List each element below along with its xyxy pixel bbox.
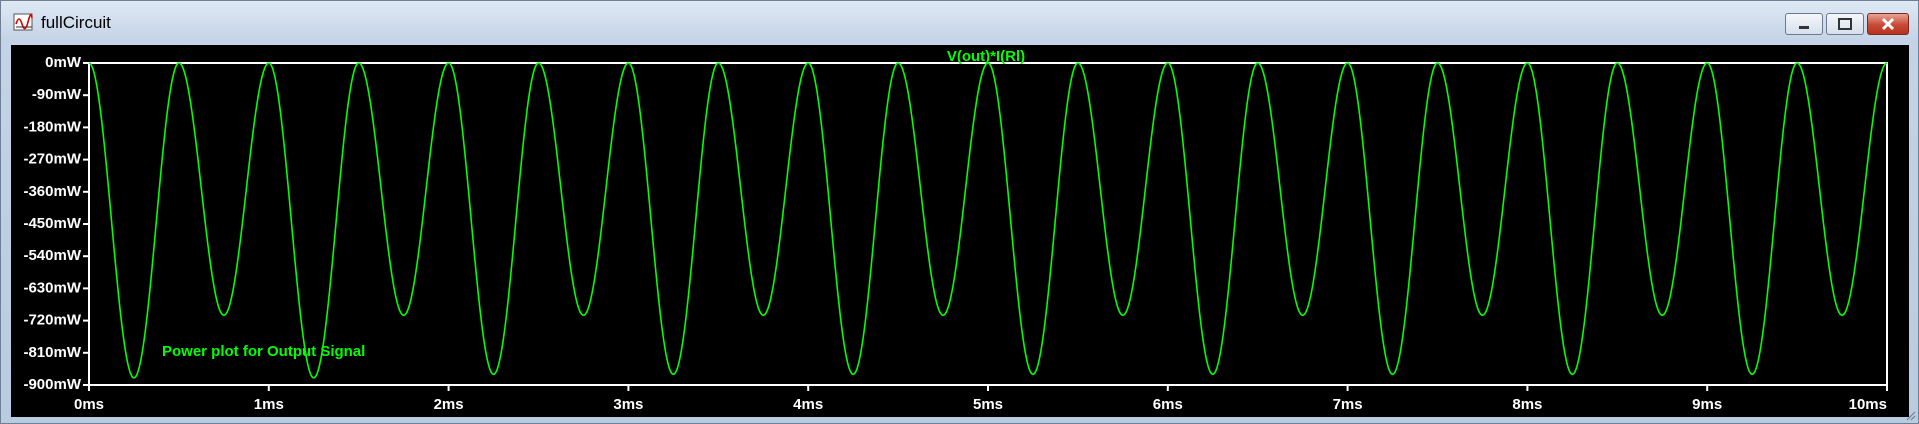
minimize-icon <box>1799 26 1809 29</box>
x-tick-label: 3ms <box>613 396 643 413</box>
y-tick-label: -180mW <box>23 118 81 135</box>
x-tick-label: 6ms <box>1153 396 1183 413</box>
x-tick-label: 8ms <box>1512 396 1542 413</box>
waveform-plot[interactable]: 0mW -90mW -180mW -270mW -360mW -450mW -540mW -6… <box>11 45 1909 417</box>
title-bar[interactable]: fullCircuit <box>1 1 1918 43</box>
resize-grip-icon[interactable] <box>1906 411 1916 421</box>
y-tick-label: -540mW <box>23 247 81 264</box>
plot-area[interactable]: 0mW -90mW -180mW -270mW -360mW -450mW -540mW -6… <box>11 45 1909 417</box>
x-tick-label: 2ms <box>434 396 464 413</box>
x-tick-label: 0ms <box>74 396 104 413</box>
restore-icon <box>1838 18 1852 30</box>
y-tick-label: -900mW <box>23 376 81 393</box>
close-icon <box>1881 17 1895 31</box>
y-tick-label: -810mW <box>23 344 81 361</box>
restore-button[interactable] <box>1826 13 1864 35</box>
x-tick-label: 10ms <box>1849 396 1887 413</box>
minimize-button[interactable] <box>1785 13 1823 35</box>
x-tick-label: 7ms <box>1333 396 1363 413</box>
y-tick-label: -360mW <box>23 183 81 200</box>
x-tick-label: 4ms <box>793 396 823 413</box>
plot-annotation[interactable]: Power plot for Output Signal <box>162 343 365 360</box>
plot-axes <box>88 62 1888 386</box>
power-trace-line[interactable] <box>88 62 1888 379</box>
y-tick-label: 0mW <box>45 54 82 71</box>
y-tick-label: -720mW <box>23 312 81 329</box>
window-title: fullCircuit <box>41 13 111 32</box>
x-tick-label: 5ms <box>973 396 1003 413</box>
y-tick-label: -90mW <box>32 86 82 103</box>
x-axis-ticks: 0ms 1ms 2ms 3ms 4ms 5ms 6ms 7ms 8ms 9ms 10ms <box>74 385 1888 413</box>
y-tick-label: -270mW <box>23 151 81 168</box>
y-tick-label: -450mW <box>23 215 81 232</box>
plot-frame <box>88 62 1888 386</box>
close-button[interactable] <box>1867 13 1909 35</box>
y-tick-label: -630mW <box>23 279 81 296</box>
x-tick-label: 1ms <box>254 396 284 413</box>
x-tick-label: 9ms <box>1692 396 1722 413</box>
trace-label[interactable]: V(out)*I(Rl) <box>947 48 1025 65</box>
waveform-app-icon <box>13 13 33 31</box>
y-axis-ticks: 0mW -90mW -180mW -270mW -360mW -450mW -540mW -6… <box>23 54 89 393</box>
